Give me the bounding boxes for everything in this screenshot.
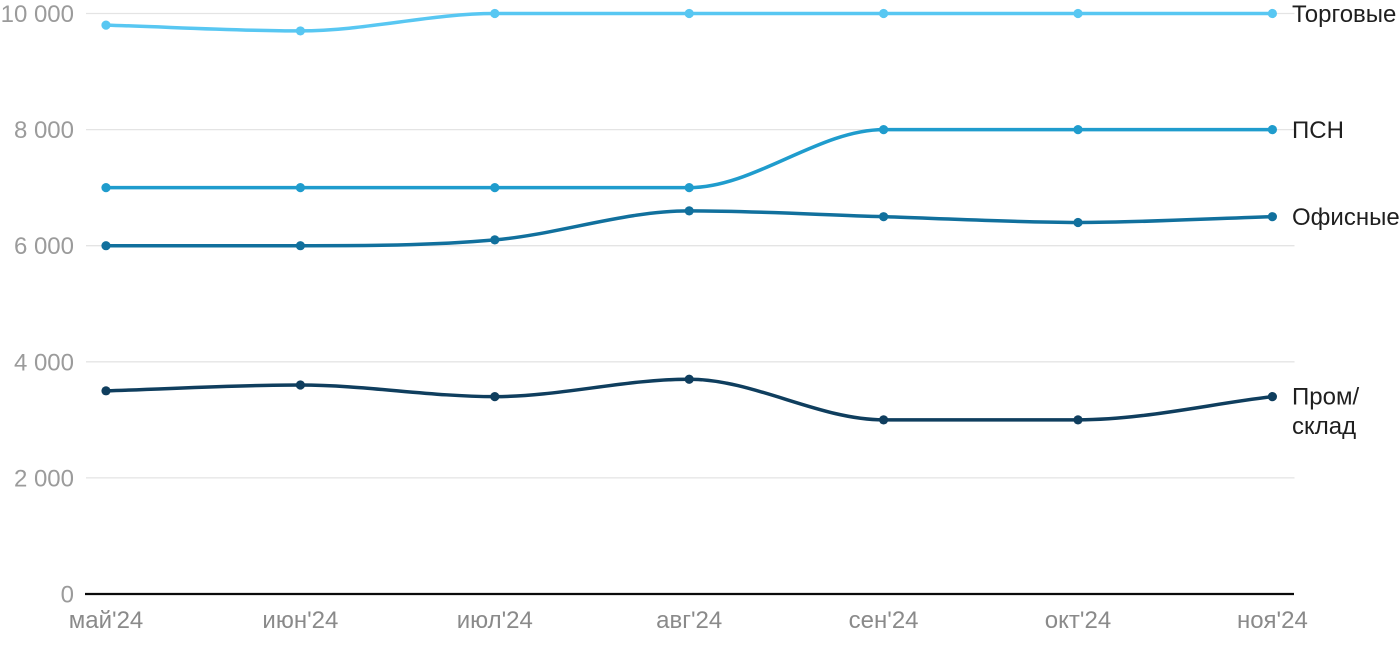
svg-text:ноя'24: ноя'24 (1237, 607, 1308, 634)
svg-text:6 000: 6 000 (14, 233, 74, 260)
svg-text:сен'24: сен'24 (849, 607, 919, 634)
svg-text:окт'24: окт'24 (1045, 607, 1111, 634)
svg-text:июн'24: июн'24 (262, 607, 338, 634)
svg-text:4 000: 4 000 (14, 349, 74, 376)
svg-text:10 000: 10 000 (1, 1, 74, 28)
svg-text:8 000: 8 000 (14, 117, 74, 144)
svg-text:июл'24: июл'24 (457, 607, 533, 634)
svg-text:Торговые: Торговые (1292, 1, 1396, 28)
svg-text:ПСН: ПСН (1292, 117, 1344, 144)
svg-text:2 000: 2 000 (14, 465, 74, 492)
svg-text:Офисные: Офисные (1292, 204, 1400, 231)
svg-text:склад: склад (1292, 413, 1356, 440)
svg-text:авг'24: авг'24 (656, 607, 722, 634)
svg-text:май'24: май'24 (69, 607, 144, 634)
svg-text:Пром/: Пром/ (1292, 384, 1359, 411)
svg-text:0: 0 (61, 582, 74, 609)
